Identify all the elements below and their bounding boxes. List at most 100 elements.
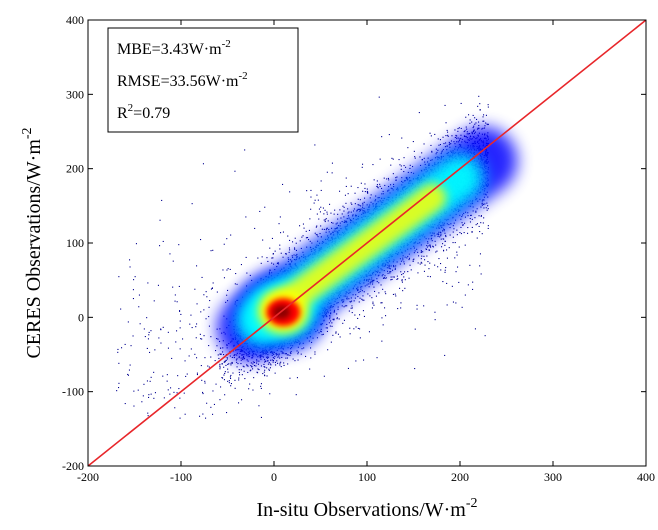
data-point <box>468 284 469 285</box>
data-point <box>364 198 365 199</box>
data-point <box>221 377 222 378</box>
data-point <box>389 272 390 273</box>
data-point <box>358 199 359 200</box>
data-point <box>218 358 219 359</box>
data-point <box>332 223 333 224</box>
data-point <box>280 362 281 363</box>
data-point <box>337 219 338 220</box>
data-point <box>226 238 227 239</box>
data-point <box>407 271 408 272</box>
data-point <box>369 295 370 296</box>
data-point <box>261 365 262 366</box>
data-point <box>372 284 373 285</box>
data-point <box>465 117 466 118</box>
data-point <box>422 251 423 252</box>
data-point <box>360 199 361 200</box>
data-point <box>435 319 436 320</box>
data-point <box>199 416 200 417</box>
data-point <box>267 261 268 262</box>
data-point <box>231 363 232 364</box>
data-point <box>409 259 410 260</box>
data-point <box>367 193 368 194</box>
data-point <box>185 414 186 415</box>
data-point <box>241 399 242 400</box>
data-point <box>380 159 381 160</box>
data-point <box>389 271 390 272</box>
data-point <box>147 348 148 349</box>
data-point <box>475 211 476 212</box>
data-point <box>194 354 195 355</box>
data-point <box>144 328 145 329</box>
data-point <box>254 228 255 229</box>
data-point <box>200 334 201 335</box>
data-point <box>401 280 402 281</box>
data-point <box>201 365 202 366</box>
data-point <box>330 313 331 314</box>
data-point <box>450 235 451 236</box>
data-point <box>440 269 441 270</box>
data-point <box>445 142 446 143</box>
data-point <box>472 219 473 220</box>
data-point <box>249 384 250 385</box>
data-point <box>314 351 315 352</box>
data-point <box>434 134 435 135</box>
data-point <box>293 359 294 360</box>
data-point <box>358 204 359 205</box>
data-point <box>446 249 447 250</box>
data-point <box>360 337 361 338</box>
data-point <box>417 252 418 253</box>
data-point <box>230 235 231 236</box>
data-point <box>230 376 231 377</box>
data-point <box>334 210 335 211</box>
data-point <box>348 211 349 212</box>
data-point <box>407 147 408 148</box>
data-point <box>453 302 454 303</box>
data-point <box>180 314 181 315</box>
data-point <box>272 359 273 360</box>
data-point <box>277 363 278 364</box>
data-point <box>329 315 330 316</box>
data-point <box>346 186 347 187</box>
data-point <box>450 227 451 228</box>
data-point <box>257 368 258 369</box>
data-point <box>410 265 411 266</box>
data-point <box>377 180 378 181</box>
data-point <box>297 377 298 378</box>
data-point <box>278 355 279 356</box>
data-point <box>118 387 119 388</box>
data-point <box>445 235 446 236</box>
data-point <box>158 285 159 286</box>
data-point <box>272 238 273 239</box>
data-point <box>470 119 471 120</box>
data-point <box>381 317 382 318</box>
data-point <box>436 149 437 150</box>
data-point <box>175 294 176 295</box>
data-point <box>369 286 370 287</box>
data-point <box>217 339 218 340</box>
data-point <box>184 393 185 394</box>
data-point <box>351 212 352 213</box>
data-point <box>348 193 349 194</box>
data-point <box>429 263 430 264</box>
data-point <box>266 257 267 258</box>
data-point <box>251 280 252 281</box>
data-point <box>437 266 438 267</box>
data-point <box>335 333 336 334</box>
data-point <box>117 349 118 350</box>
data-point <box>196 265 197 266</box>
data-point <box>272 355 273 356</box>
data-point <box>279 364 280 365</box>
data-point <box>430 247 431 248</box>
data-point <box>438 258 439 259</box>
data-point <box>304 228 305 229</box>
data-point <box>488 225 489 226</box>
data-point <box>354 300 355 301</box>
data-point <box>451 135 452 136</box>
data-point <box>204 357 205 358</box>
data-point <box>202 392 203 393</box>
data-point <box>310 197 311 198</box>
data-point <box>435 245 436 246</box>
data-point <box>339 318 340 319</box>
data-point <box>200 338 201 339</box>
data-point <box>270 367 271 368</box>
